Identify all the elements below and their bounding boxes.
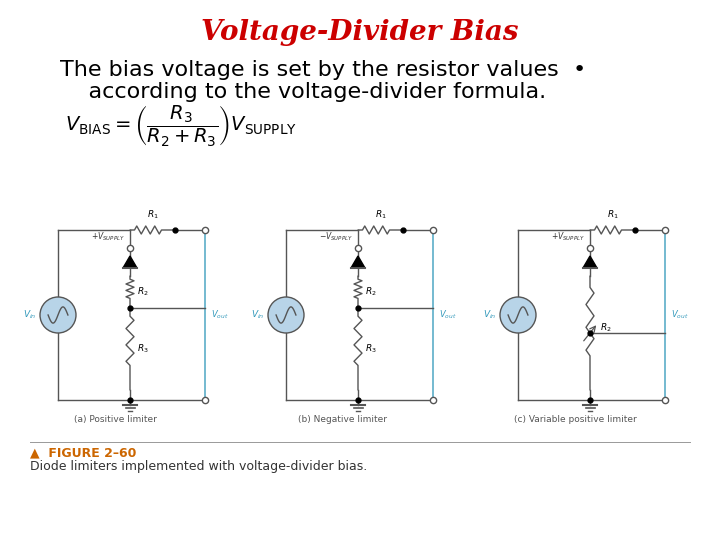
Text: $V_{\mathrm{BIAS}} = \left(\dfrac{R_3}{R_2 + R_3}\right)V_{\mathrm{SUPPLY}}$: $V_{\mathrm{BIAS}} = \left(\dfrac{R_3}{R… bbox=[65, 103, 297, 147]
Text: $V_{out}$: $V_{out}$ bbox=[211, 309, 228, 321]
Text: (a) Positive limiter: (a) Positive limiter bbox=[73, 415, 156, 424]
Text: $R_2$: $R_2$ bbox=[365, 286, 377, 298]
Circle shape bbox=[268, 297, 304, 333]
Text: $R_3$: $R_3$ bbox=[137, 343, 149, 355]
Text: $R_2$: $R_2$ bbox=[137, 286, 148, 298]
Text: $R_1$: $R_1$ bbox=[374, 208, 387, 221]
Text: ▲  FIGURE 2–60: ▲ FIGURE 2–60 bbox=[30, 446, 136, 459]
Polygon shape bbox=[351, 256, 365, 268]
Text: according to the voltage-divider formula.: according to the voltage-divider formula… bbox=[60, 82, 546, 102]
Circle shape bbox=[40, 297, 76, 333]
Text: $R_3$: $R_3$ bbox=[365, 343, 377, 355]
Text: The bias voltage is set by the resistor values  •: The bias voltage is set by the resistor … bbox=[60, 60, 586, 80]
Text: $R_1$: $R_1$ bbox=[607, 208, 618, 221]
Text: $V_{in}$: $V_{in}$ bbox=[251, 309, 265, 321]
Circle shape bbox=[500, 297, 536, 333]
Text: $R_2$: $R_2$ bbox=[600, 322, 612, 334]
Text: $R_1$: $R_1$ bbox=[147, 208, 158, 221]
Text: $+V_{SUPPLY}$: $+V_{SUPPLY}$ bbox=[91, 231, 125, 243]
Text: Diode limiters implemented with voltage-divider bias.: Diode limiters implemented with voltage-… bbox=[30, 460, 367, 473]
Text: $V_{out}$: $V_{out}$ bbox=[439, 309, 456, 321]
Text: Voltage-Divider Bias: Voltage-Divider Bias bbox=[202, 18, 518, 45]
Text: $+V_{SUPPLY}$: $+V_{SUPPLY}$ bbox=[551, 231, 585, 243]
Text: $V_{out}$: $V_{out}$ bbox=[671, 309, 688, 321]
Text: $V_{in}$: $V_{in}$ bbox=[23, 309, 37, 321]
Text: $V_{in}$: $V_{in}$ bbox=[483, 309, 497, 321]
Text: $-V_{SUPPLY}$: $-V_{SUPPLY}$ bbox=[319, 231, 353, 243]
Text: (b) Negative limiter: (b) Negative limiter bbox=[299, 415, 387, 424]
Polygon shape bbox=[583, 256, 597, 268]
Polygon shape bbox=[123, 256, 137, 268]
Text: (c) Variable positive limiter: (c) Variable positive limiter bbox=[513, 415, 636, 424]
